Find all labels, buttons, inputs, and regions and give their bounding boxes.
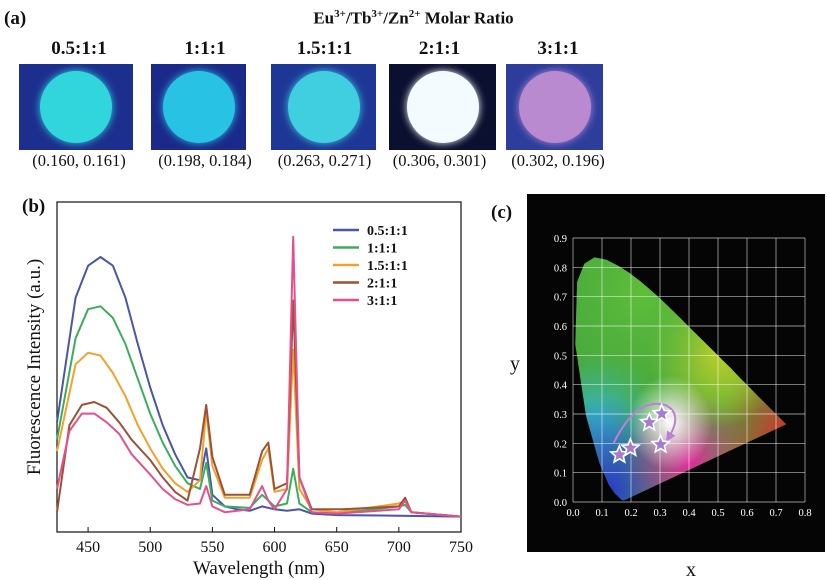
series-line-2:1:1: [57, 301, 461, 517]
series-line-1:1:1: [57, 306, 461, 516]
emission-spectra-chart: 450 500 550 600 650 700 750 Wavelength (nm) Fluo…: [0, 190, 475, 580]
cie-x-tick-label: 0.2: [624, 508, 637, 519]
legend-entry: 3:1:1: [367, 294, 397, 309]
cie-chromaticity-chart: (c) 0.0 0.1 0.2 0.3 0.4 0.5 0.6 0.7 0.8 0.0 0.1 0.2 0…: [487, 192, 827, 580]
cie-y-tick-label: 0.3: [554, 410, 567, 421]
cie-x-tick-label: 0.4: [682, 508, 696, 519]
luminescent-spot: [288, 71, 360, 143]
cie-coordinate-label: (0.302, 0.196): [492, 151, 624, 171]
x-tick-label: 450: [76, 539, 100, 556]
legend-entry: 0.5:1:1: [367, 224, 408, 239]
x-tick-label: 750: [449, 539, 473, 556]
cie-y-tick-label: 0.6: [554, 322, 567, 333]
cie-y-axis-label: y: [510, 353, 520, 375]
sample-photo: [506, 64, 603, 150]
cie-coordinate-label: (0.198, 0.184): [140, 151, 270, 171]
sample-4: 2:1:1 (0.306, 0.301): [377, 38, 502, 173]
cie-y-tick-label: 0.1: [554, 469, 567, 480]
sample-3: 1.5:1:1 (0.263, 0.271): [262, 38, 387, 173]
cie-x-tick-label: 0.7: [769, 508, 782, 519]
sample-ratio-label: 1.5:1:1: [262, 38, 387, 60]
sample-photo: [151, 64, 246, 150]
legend-entry: 2:1:1: [367, 277, 397, 292]
legend-entry: 1.5:1:1: [367, 259, 408, 274]
y-axis-label: Fluorescence Intensity (a.u.): [24, 259, 45, 475]
plot-frame: [57, 202, 461, 532]
legend-entry: 1:1:1: [367, 242, 397, 257]
x-tick-label: 550: [200, 539, 224, 556]
cie-y-tick-label: 0.9: [554, 234, 567, 245]
luminescent-spot: [407, 71, 479, 143]
sample-photo: [19, 64, 133, 150]
sample-ratio-label: 0.5:1:1: [14, 38, 144, 60]
sample-ratio-label: 2:1:1: [377, 38, 502, 60]
cie-x-tick-label: 0.8: [798, 508, 811, 519]
sample-2: 1:1:1 (0.198, 0.184): [146, 38, 264, 173]
panel-c-label: (c): [491, 202, 512, 223]
x-tick-label: 700: [387, 539, 411, 556]
cie-coordinate-label: (0.160, 0.161): [8, 151, 150, 171]
sample-photo: [389, 64, 496, 150]
x-tick-label: 650: [325, 539, 349, 556]
x-tick-label: 600: [263, 539, 287, 556]
series-line-0.5:1:1: [57, 257, 461, 517]
cie-y-tick-label: 0.7: [554, 293, 567, 304]
cie-y-tick-label: 0.5: [554, 351, 567, 362]
sample-ratio-label: 1:1:1: [146, 38, 264, 60]
luminescent-spot: [40, 71, 112, 143]
cie-y-tick-label: 0.0: [554, 498, 567, 509]
cie-x-tick-label: 0.1: [595, 508, 608, 519]
cie-x-tick-label: 0.3: [653, 508, 666, 519]
x-tick-label: 500: [138, 539, 162, 556]
cie-y-tick-label: 0.8: [554, 263, 567, 274]
cie-x-axis-label: x: [686, 559, 696, 580]
cie-y-tick-label: 0.4: [554, 381, 568, 392]
cie-y-tick-label: 0.2: [554, 439, 567, 450]
cie-x-tick-label: 0.6: [740, 508, 753, 519]
cie-x-tick-label: 0.0: [566, 508, 579, 519]
sample-5: 3:1:1 (0.302, 0.196): [498, 38, 618, 173]
x-axis-label: Wavelength (nm): [193, 558, 325, 579]
molar-ratio-title: Eu3+/Tb3+/Zn2+ Molar Ratio: [0, 8, 827, 29]
luminescent-spot: [163, 71, 235, 143]
luminescent-spot: [519, 71, 591, 143]
sample-photo: [271, 64, 376, 150]
sample-ratio-label: 3:1:1: [498, 38, 618, 60]
cie-coordinate-label: (0.306, 0.301): [371, 151, 508, 171]
cie-x-tick-label: 0.5: [711, 508, 724, 519]
sample-1: 0.5:1:1 (0.160, 0.161): [14, 38, 144, 173]
